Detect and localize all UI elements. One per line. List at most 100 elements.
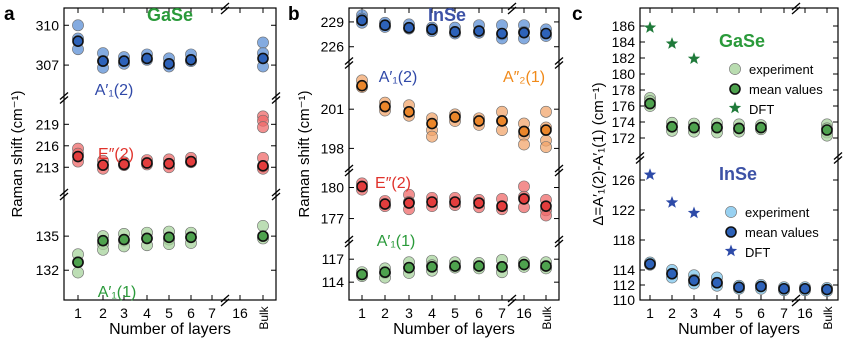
mean-value-marker: [97, 159, 109, 171]
mean-value-marker: [379, 266, 391, 279]
mean-value-marker: [356, 79, 368, 92]
mean-value-marker: [473, 115, 485, 127]
mean-value-marker: [403, 197, 415, 209]
y-tick-label: 117: [322, 251, 345, 267]
legend-label: experiment: [745, 205, 810, 220]
mean-value-marker: [356, 268, 368, 281]
mean-value-marker: [163, 57, 175, 70]
axis-break-mark: [344, 235, 354, 244]
axis-break-mark: [833, 156, 843, 164]
mean-value-marker: [118, 158, 130, 171]
y-tick-label: 198: [321, 140, 345, 156]
plot-frame: [63, 7, 277, 301]
mean-value-marker: [755, 121, 767, 134]
mean-value-marker: [755, 280, 767, 293]
x-tick-label: 16: [232, 305, 248, 321]
mean-value-marker: [540, 27, 552, 40]
x-tick-label: 6: [187, 305, 195, 321]
axis-break-mark: [344, 164, 354, 173]
axis-break-mark: [791, 6, 801, 15]
x-tick-label: 16: [797, 305, 813, 321]
mean-value-marker: [118, 55, 130, 67]
axis-break-mark: [791, 298, 801, 307]
mean-value-marker: [449, 196, 461, 208]
x-tick-label: 4: [428, 305, 436, 321]
y-axis-label: Raman shift (cm⁻¹): [296, 90, 313, 217]
axis-break-mark: [220, 6, 230, 15]
axis-break-mark: [271, 96, 281, 104]
x-tick-label: 2: [668, 305, 676, 321]
legend-label: mean values: [745, 225, 819, 240]
y-tick-label: 182: [612, 50, 636, 66]
experiment-marker: [518, 138, 530, 151]
mean-value-marker: [118, 233, 130, 246]
x-axis-label: Number of layers: [109, 321, 231, 338]
legend-marker: [725, 226, 737, 238]
mean-value-marker: [379, 100, 391, 113]
series-label: A′₁(1): [98, 284, 137, 301]
y-tick-label: 132: [36, 262, 60, 278]
mean-value-marker: [185, 155, 197, 168]
axis-break-mark: [220, 2, 230, 11]
axis-break-mark: [507, 2, 517, 11]
axis-break-mark: [791, 294, 801, 303]
axis-break-mark: [507, 294, 517, 303]
axis-break-mark: [554, 164, 564, 173]
mean-value-marker: [518, 258, 530, 271]
mean-value-marker: [72, 35, 84, 48]
x-tick-label: 5: [735, 305, 743, 321]
legend-label: DFT: [749, 102, 774, 117]
x-tick-label: Bulk: [540, 305, 554, 329]
x-tick-label: 16: [516, 305, 532, 321]
mean-value-marker: [821, 124, 833, 136]
mean-value-marker: [403, 261, 415, 274]
experiment-marker: [540, 141, 552, 153]
mean-value-marker: [473, 197, 485, 209]
y-tick-label: 118: [613, 232, 636, 248]
y-tick-label: 180: [612, 66, 636, 82]
mean-value-marker: [185, 231, 197, 244]
mean-value-marker: [778, 282, 790, 295]
panel-label: b: [288, 4, 300, 25]
legend-label: experiment: [749, 62, 814, 77]
axis-break-mark: [271, 192, 281, 201]
mean-value-marker: [666, 267, 678, 280]
mean-value-marker: [449, 260, 461, 272]
x-tick-label: 5: [165, 305, 173, 321]
mean-value-marker: [518, 193, 530, 205]
y-tick-label: 172: [612, 130, 636, 146]
legend-marker: [729, 63, 741, 75]
series-label: A′₁(2): [379, 69, 418, 86]
mean-value-marker: [688, 121, 700, 134]
y-tick-label: 310: [36, 17, 60, 33]
y-tick-label: 135: [36, 228, 60, 244]
mean-value-marker: [473, 260, 485, 272]
mean-value-marker: [821, 283, 833, 296]
axis-break-mark: [554, 57, 564, 65]
series-label: E″(2): [375, 175, 411, 192]
x-tick-label: 7: [498, 305, 506, 321]
mean-value-marker: [141, 52, 153, 65]
experiment-marker: [72, 266, 84, 279]
y-tick-label: 229: [321, 14, 345, 30]
mean-value-marker: [711, 276, 723, 289]
x-tick-label: 4: [143, 305, 151, 321]
legend-marker: [729, 83, 741, 95]
mean-value-marker: [733, 122, 745, 135]
mean-value-marker: [356, 180, 368, 193]
axis-break-mark: [344, 57, 354, 65]
mean-value-marker: [540, 200, 552, 212]
axis-break-mark: [271, 188, 281, 197]
mean-value-marker: [711, 121, 723, 134]
x-tick-label: 6: [475, 305, 483, 321]
y-tick-label: 307: [36, 57, 60, 73]
axis-break-mark: [271, 92, 281, 100]
x-tick-label: 6: [757, 305, 765, 321]
mean-value-marker: [356, 14, 368, 27]
mean-value-marker: [97, 234, 109, 247]
axis-break-mark: [220, 298, 230, 307]
mean-value-marker: [257, 52, 269, 65]
mean-value-marker: [426, 23, 438, 36]
panel-label: c: [572, 4, 583, 25]
